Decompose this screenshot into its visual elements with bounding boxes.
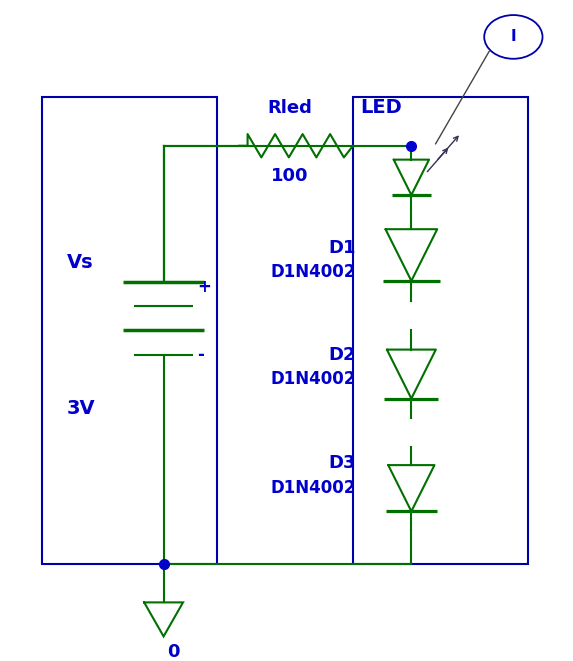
Text: LED: LED: [360, 98, 402, 116]
Text: -: -: [198, 346, 205, 364]
Text: D3: D3: [328, 455, 356, 473]
Text: 0: 0: [167, 643, 179, 661]
Text: Vs: Vs: [66, 253, 93, 272]
Text: 3V: 3V: [66, 399, 95, 418]
Bar: [42, 97, 217, 564]
Text: D1N4002: D1N4002: [270, 263, 356, 281]
Text: Rled: Rled: [268, 98, 312, 116]
Text: D1N4002: D1N4002: [270, 479, 356, 497]
Bar: [353, 97, 528, 564]
Text: I: I: [511, 30, 516, 44]
Text: D1: D1: [328, 239, 356, 256]
Text: D2: D2: [328, 346, 356, 364]
Text: +: +: [198, 278, 211, 295]
Text: D1N4002: D1N4002: [270, 370, 356, 388]
Text: 100: 100: [271, 167, 309, 185]
